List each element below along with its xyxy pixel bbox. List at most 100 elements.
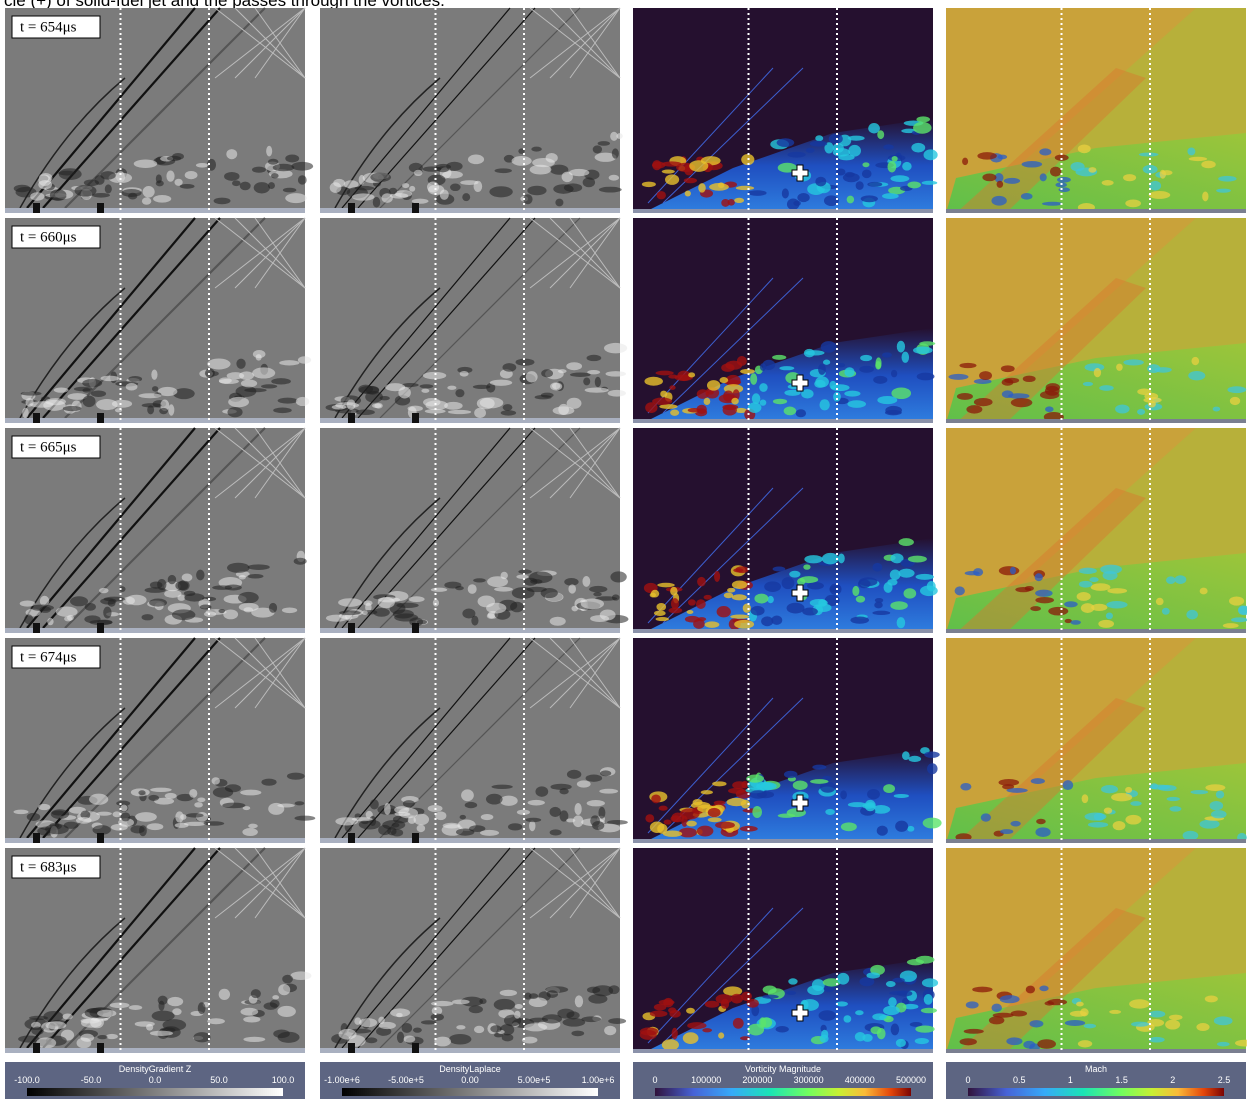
eddy: [908, 756, 921, 762]
injector: [97, 623, 104, 633]
eddy: [764, 581, 781, 592]
eddy: [412, 199, 429, 204]
eddy: [640, 1030, 657, 1040]
eddy: [1078, 1040, 1092, 1047]
eddy: [896, 1039, 906, 1047]
eddy: [175, 811, 183, 822]
eddy: [1077, 592, 1091, 601]
eddy: [223, 609, 238, 619]
eddy: [897, 617, 906, 628]
eddy: [214, 198, 231, 205]
panel: [633, 638, 942, 843]
colorbar-tick: 2: [1170, 1075, 1175, 1085]
eddy: [600, 770, 611, 776]
eddy: [844, 391, 860, 397]
wall: [320, 628, 620, 633]
eddy: [714, 571, 720, 582]
eddy: [384, 803, 391, 815]
eddy: [487, 576, 508, 587]
eddy: [566, 818, 575, 822]
eddy: [240, 182, 251, 191]
eddy: [974, 379, 992, 384]
eddy: [1123, 359, 1144, 365]
eddy: [1227, 386, 1246, 393]
eddy: [669, 385, 675, 390]
eddy: [339, 610, 361, 615]
eddy: [655, 371, 673, 376]
eddy: [248, 824, 258, 829]
eddy: [152, 1011, 175, 1022]
eddy: [1078, 144, 1091, 153]
eddy: [1191, 357, 1199, 365]
eddy: [103, 607, 111, 619]
eddy: [431, 588, 447, 592]
eddy: [414, 170, 423, 176]
panel: [946, 428, 1247, 633]
eddy: [408, 816, 416, 824]
eddy: [146, 1024, 153, 1031]
eddy: [272, 995, 279, 999]
eddy: [1035, 597, 1054, 603]
eddy: [1037, 1039, 1056, 1048]
eddy: [923, 818, 942, 829]
eddy: [1000, 829, 1013, 834]
colorbar-gradient: [655, 1088, 911, 1096]
eddy: [922, 978, 938, 987]
eddy: [577, 780, 591, 787]
eddy: [915, 1038, 929, 1044]
eddy: [1223, 623, 1239, 628]
eddy: [888, 997, 897, 1007]
eddy: [273, 164, 295, 172]
eddy: [106, 1034, 118, 1039]
injector: [348, 1043, 355, 1053]
eddy: [751, 606, 765, 616]
eddy: [927, 763, 938, 774]
eddy: [852, 586, 859, 596]
eddy: [820, 1035, 829, 1043]
eddy: [865, 800, 876, 811]
colorbar-gradient: [968, 1088, 1224, 1096]
panel: [946, 638, 1247, 843]
eddy: [1111, 793, 1132, 801]
eddy: [82, 379, 102, 387]
eddy: [760, 399, 767, 405]
eddy: [502, 1034, 514, 1042]
eddy: [696, 599, 706, 609]
eddy: [557, 1009, 574, 1019]
eddy: [550, 807, 561, 817]
eddy: [862, 169, 872, 178]
colorbar-title: DensityGradient Z: [119, 1064, 192, 1074]
eddy: [1214, 1016, 1233, 1025]
eddy: [167, 156, 181, 161]
eddy: [516, 575, 528, 579]
eddy: [1156, 598, 1164, 605]
eddy: [608, 390, 626, 397]
eddy: [587, 800, 605, 806]
eddy: [574, 803, 581, 815]
eddy: [1196, 1023, 1209, 1031]
eddy: [1205, 995, 1218, 1002]
eddy: [390, 1008, 410, 1017]
eddy: [460, 371, 469, 377]
eddy: [998, 779, 1019, 786]
eddy: [1150, 783, 1158, 789]
injector: [33, 203, 40, 213]
eddy: [732, 594, 747, 600]
eddy: [435, 811, 446, 820]
time-label: t = 674μs: [20, 649, 77, 665]
eddy: [1167, 797, 1180, 801]
eddy: [402, 1023, 413, 1033]
eddy: [20, 600, 36, 606]
eddy: [859, 366, 874, 373]
eddy: [271, 173, 279, 178]
panel: [946, 218, 1246, 423]
eddy: [786, 991, 796, 995]
eddy: [172, 609, 195, 620]
eddy: [261, 384, 277, 388]
eddy: [672, 1028, 678, 1040]
injector: [348, 833, 355, 843]
eddy: [861, 195, 878, 202]
eddy: [720, 377, 729, 383]
injector: [33, 413, 40, 423]
eddy: [767, 596, 774, 603]
